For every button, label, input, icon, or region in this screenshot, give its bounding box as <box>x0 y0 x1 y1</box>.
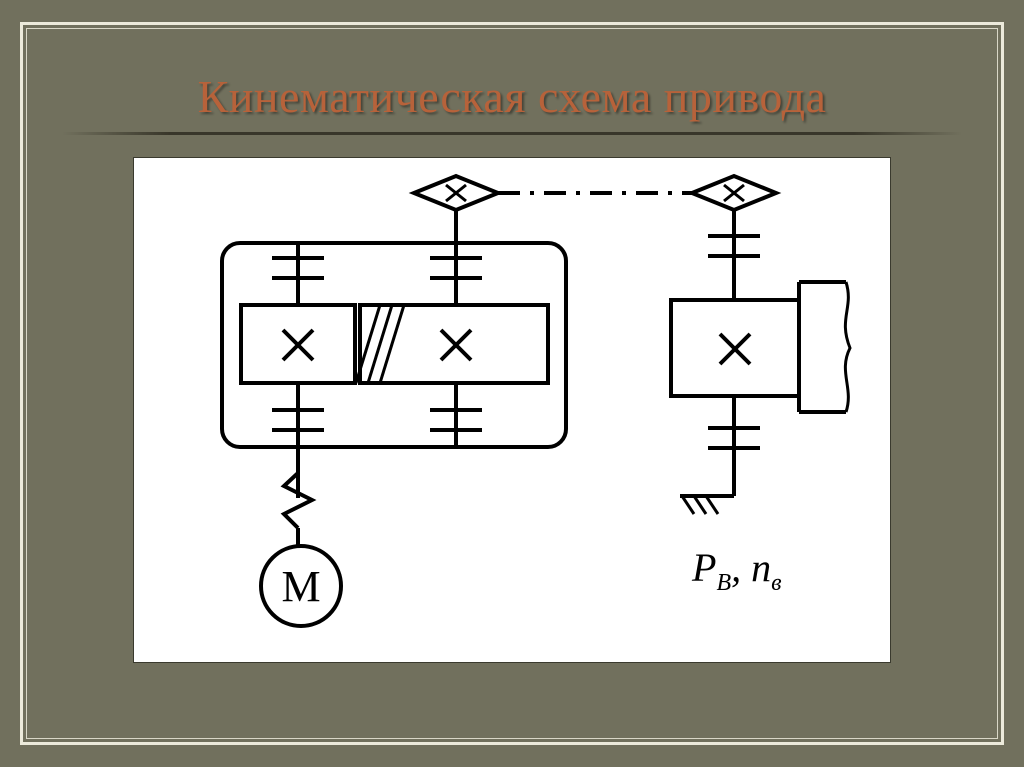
drum-break-line <box>845 282 850 412</box>
output-parameters: PВ, nв <box>692 544 782 597</box>
belt-pulley-right <box>692 176 776 210</box>
x-mark-wheel <box>441 330 471 360</box>
worm-mesh-hatching <box>356 305 404 383</box>
formula-separator: , <box>731 545 741 590</box>
slide: Кинематическая схема привода <box>0 0 1024 767</box>
subscript-P: В <box>716 570 731 596</box>
x-mark-worm <box>283 330 313 360</box>
kinematic-diagram: М PВ, nв <box>134 158 890 662</box>
subscript-n: в <box>771 570 781 596</box>
ground-hatch <box>682 496 718 514</box>
drum-back <box>799 282 846 412</box>
slide-title: Кинематическая схема привода <box>0 70 1024 123</box>
x-mark-drum <box>720 334 750 364</box>
symbol-n: n <box>751 545 771 590</box>
symbol-P: P <box>692 545 716 590</box>
belt-pulley-left <box>414 176 498 210</box>
gearbox-housing <box>222 243 566 447</box>
motor-label: М <box>281 562 320 611</box>
title-underline <box>62 132 962 135</box>
